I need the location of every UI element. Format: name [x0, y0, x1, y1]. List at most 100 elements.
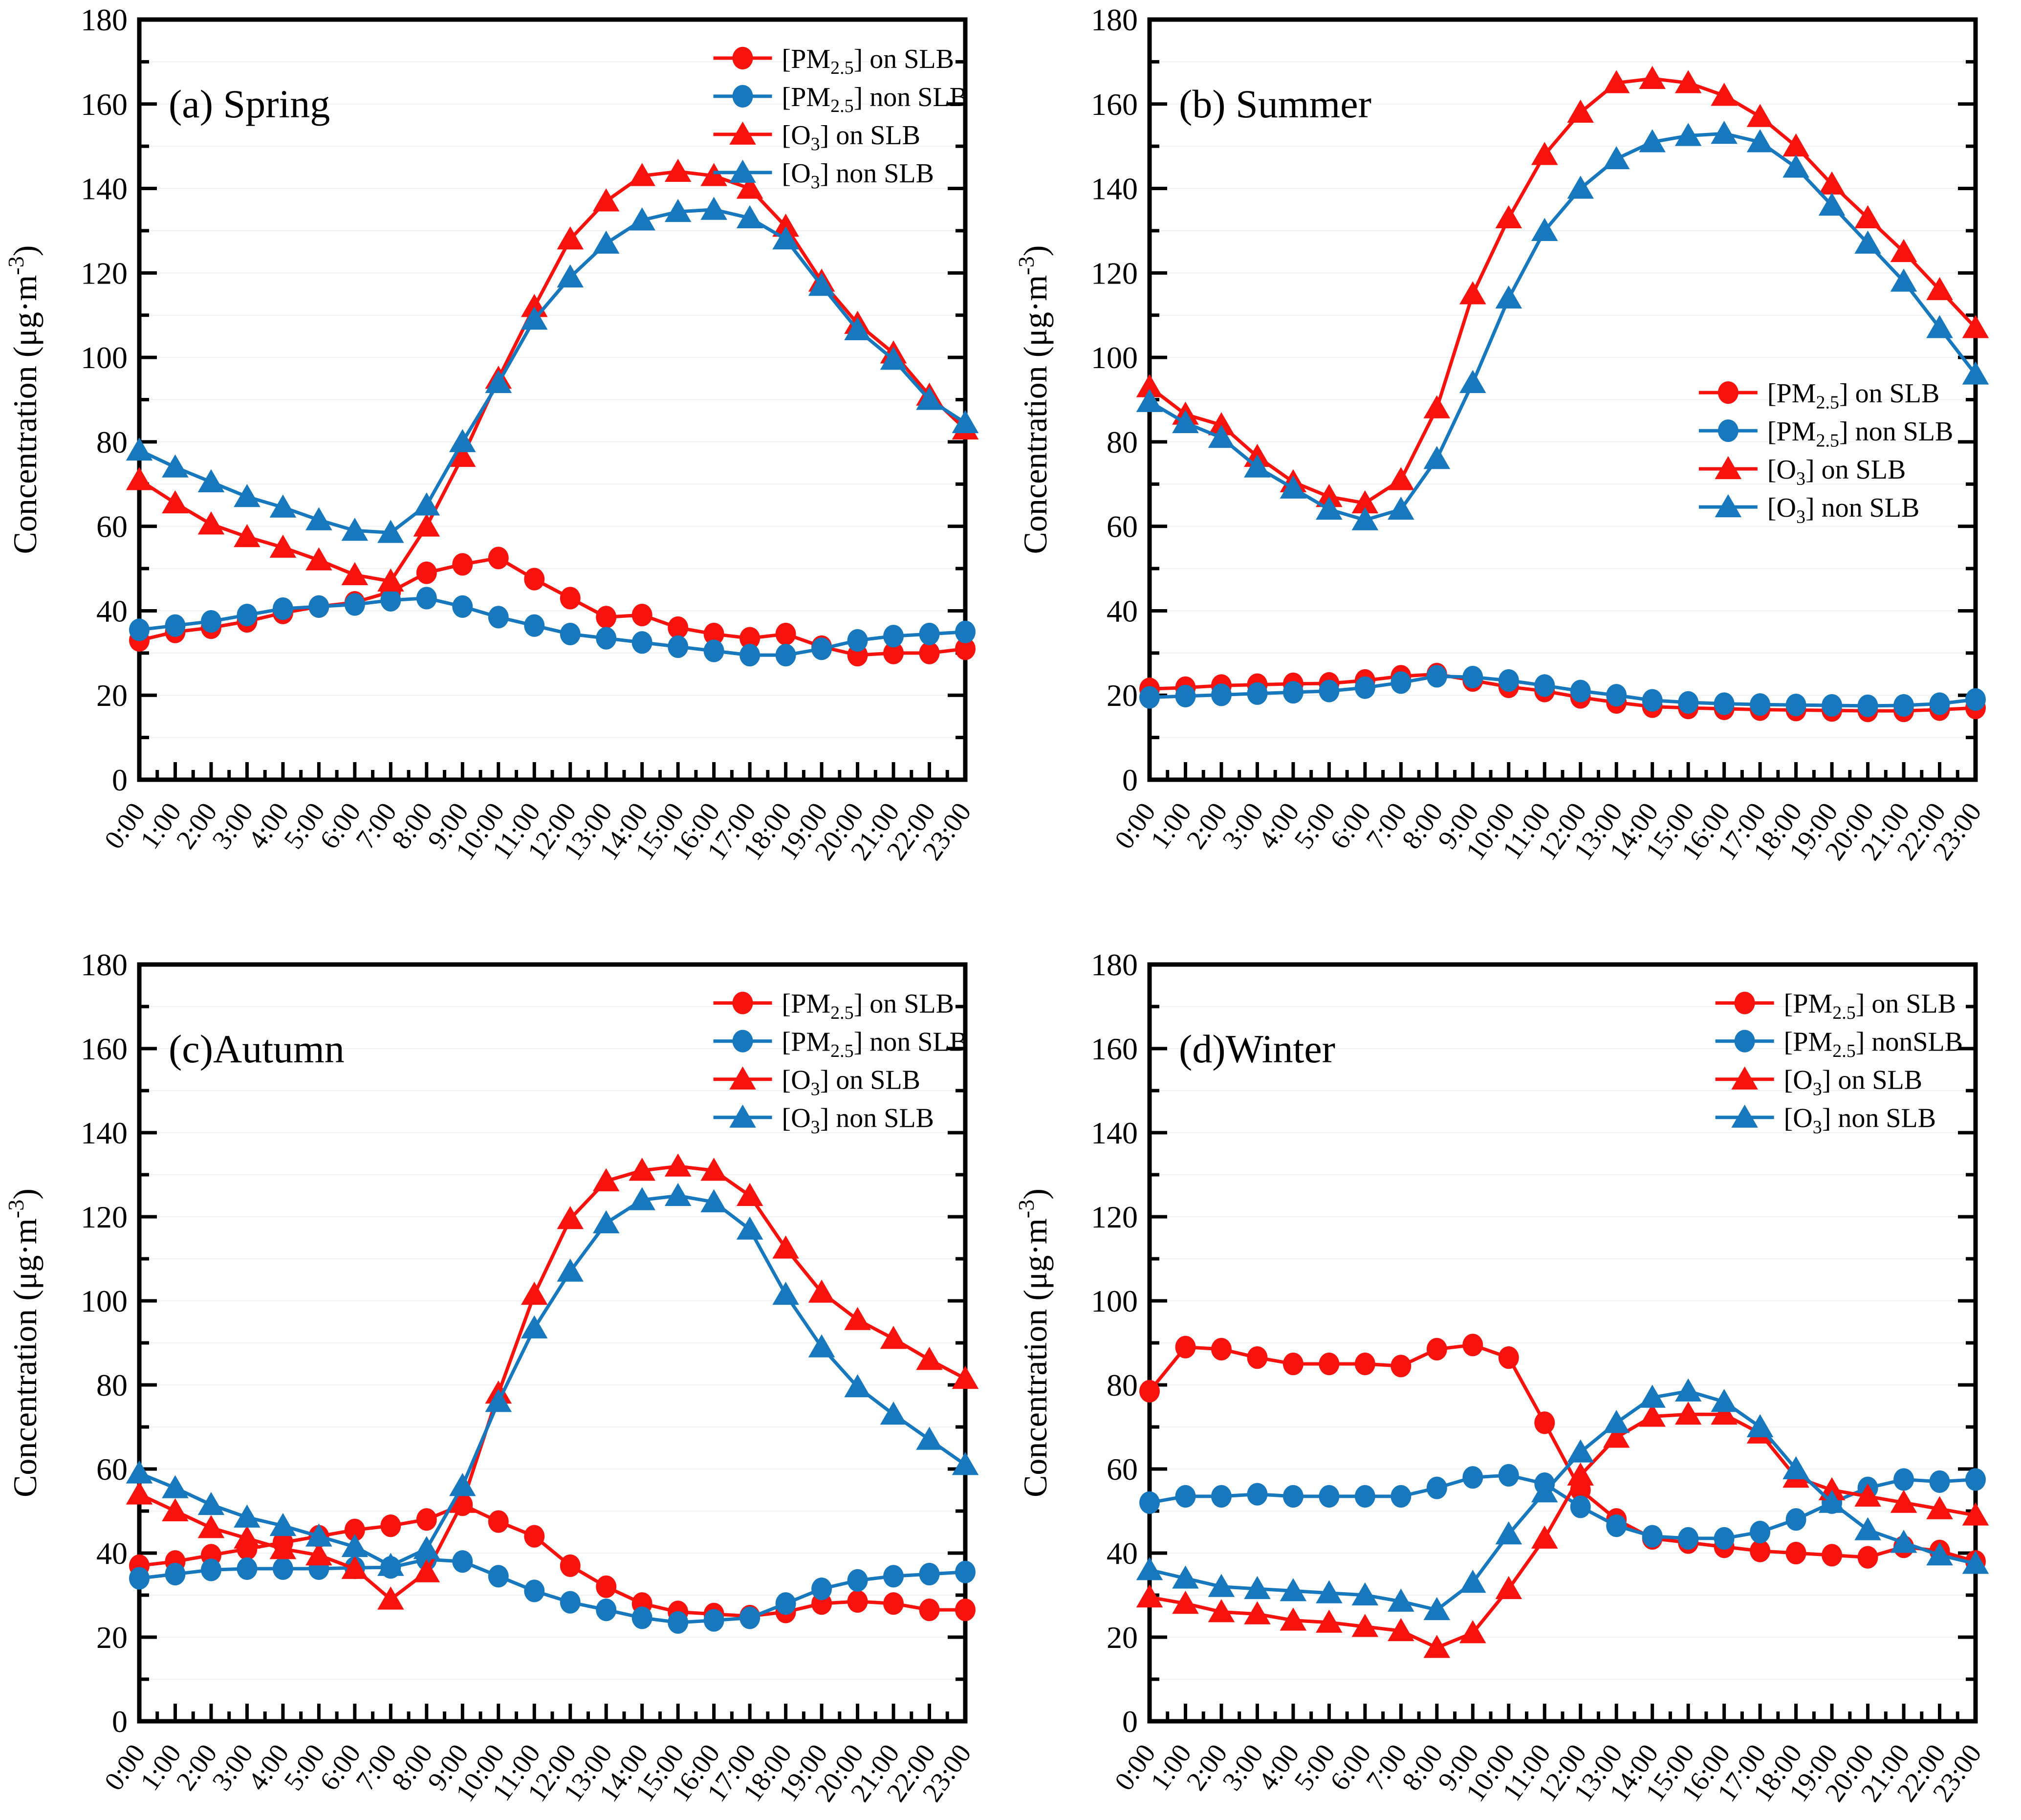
series-pm25_on-point [883, 641, 904, 664]
series-o3_non-point [126, 1460, 153, 1484]
series-pm25_non-point [1606, 684, 1627, 707]
legend-marker-circle [732, 1030, 753, 1053]
series-o3_non-point [916, 1426, 943, 1450]
series-pm25_non-point [955, 1560, 976, 1583]
series-pm25_non-point [1678, 1527, 1699, 1550]
series-o3_on-point [1711, 83, 1738, 106]
legend-item-pm25_non: [PM2.5​] non SLB [1698, 417, 1953, 451]
series-pm25_non-point [1498, 1464, 1519, 1487]
series-o3_non [126, 1183, 979, 1576]
series-pm25_non-point [1642, 689, 1663, 712]
series-pm25_non-point [200, 610, 221, 633]
series-o3_non-point [1388, 1588, 1414, 1612]
legend: [PM2.5​] on SLB [PM2.5​] non SLB [O3​] on … [713, 44, 968, 193]
series-o3_on-point [1711, 1401, 1738, 1425]
series-pm25_on-point [560, 587, 581, 610]
series-o3_on-point [736, 175, 763, 199]
series-pm25_on-point [668, 616, 689, 639]
series-pm25_non-point [200, 1558, 221, 1581]
legend-item-o3_non: [O3​] non SLB [1715, 1103, 1936, 1138]
series-o3_on-point [1639, 66, 1666, 89]
legend-item-pm25_non: [PM2.5​] non SLB [713, 82, 968, 116]
series-pm25_non-point [919, 622, 940, 646]
y-axis: 0 20 40 60 80 100 120 140 160 180 [1091, 2, 1974, 797]
legend-item-o3_non: [O3​] non SLB [713, 1103, 934, 1138]
y-axis: 0 20 40 60 80 100 120 140 160 180 [81, 947, 963, 1739]
series-o3_non-point [341, 1534, 369, 1557]
legend-marker-triangle [729, 1104, 756, 1128]
series-o3_non-point [269, 1513, 297, 1536]
y-tick-label: 20 [1107, 678, 1138, 713]
y-tick-label: 160 [1091, 1031, 1138, 1066]
series-o3_non-point [1280, 475, 1307, 499]
series-pm25_non [1139, 665, 1986, 717]
series-pm25_on-point [1247, 1346, 1268, 1369]
series-o3_non-point [1674, 123, 1702, 146]
y-tick-label: 140 [1091, 1116, 1138, 1150]
y-tick-label: 60 [96, 509, 128, 544]
legend-marker-circle [1717, 381, 1738, 404]
chart-panel-b: 0 20 40 60 80 100 120 140 160 180 0:001:002:003:00… [1010, 0, 2021, 910]
series-o3_non-point [1818, 192, 1846, 216]
series-pm25_non-point [1175, 1485, 1196, 1508]
legend-marker-triangle [729, 121, 756, 145]
series-o3_on-point [197, 1515, 225, 1538]
series-pm25_on-point [524, 568, 545, 591]
series-pm25_on-point [416, 561, 437, 584]
series-o3_non-point [1926, 1542, 1953, 1566]
series-o3_non-point [1782, 154, 1809, 178]
y-tick-label: 160 [81, 1031, 128, 1066]
series-o3_non-point [1818, 1490, 1846, 1513]
legend-item-pm25_on: [PM2.5​] on SLB [1715, 989, 1956, 1023]
y-tick-label: 140 [1091, 172, 1138, 206]
series-pm25_non-point [308, 595, 329, 618]
panel-background [1010, 0, 2021, 910]
legend-label: [O3​] non SLB [1784, 1103, 1936, 1138]
series-o3_on-point [629, 1158, 655, 1181]
legend-item-o3_on: [O3​] on SLB [1715, 1065, 1922, 1099]
series-pm25_non-point [775, 644, 796, 667]
series-o3_non-point [1567, 175, 1594, 199]
series-o3_non-point [1208, 1574, 1235, 1597]
panel-background [0, 910, 1010, 1820]
series-pm25_non-point [1893, 694, 1914, 717]
series-o3_non-point [952, 410, 979, 434]
series-o3_non-point [736, 1216, 763, 1240]
series-pm25_non-point [668, 1611, 689, 1634]
series-pm25_non-point [1319, 680, 1340, 702]
series-o3_non-point [1172, 410, 1199, 434]
series-o3_on-point [521, 1281, 548, 1305]
series-pm25_non-point [847, 1569, 868, 1592]
series-pm25_on-point [1175, 1336, 1196, 1359]
series-pm25_on-point [739, 627, 761, 650]
series-o3_non-point [234, 483, 261, 507]
series-o3_non-point [772, 1281, 799, 1305]
y-tick-label: 160 [81, 87, 128, 122]
legend-item-o3_non: [O3​] non SLB [1698, 493, 1919, 527]
series-pm25_on-point [703, 622, 724, 646]
y-axis-label: Concentration (μg·m-3​) [1014, 245, 1054, 554]
legend-item-pm25_on: [PM2.5​] on SLB [713, 989, 954, 1023]
series-pm25_non-point [1714, 692, 1735, 715]
series-o3_on [1136, 1401, 1989, 1658]
series-pm25_non-point [596, 1599, 617, 1622]
series-o3_on-point [234, 1525, 261, 1549]
series-o3_non-point [1639, 129, 1666, 153]
legend-label: [PM2.5​] on SLB [1784, 989, 1956, 1023]
legend: [PM2.5​] on SLB [PM2.5​] non SLB [O3​] on … [1698, 378, 1953, 527]
chart-panel-d: 0204060801001201401601800:001:002:003:00… [1010, 910, 2021, 1820]
series-pm25_non-point [272, 597, 293, 620]
series-o3_non-point [449, 1473, 476, 1496]
series-pm25_non-point [344, 593, 365, 616]
series-pm25_non-point [668, 635, 689, 658]
series-o3_on-point [664, 158, 692, 182]
series-o3_on-point [1459, 281, 1486, 305]
legend-label: [PM2.5​] on SLB [782, 989, 954, 1023]
series-o3_on-point [700, 163, 727, 186]
series-pm25_non-point [1426, 665, 1447, 688]
series-o3_non-point [126, 437, 153, 461]
y-tick-label: 0 [1122, 1704, 1138, 1739]
series-pm25_non-point [1965, 1468, 1986, 1491]
series-o3_non-point [1495, 1521, 1522, 1545]
